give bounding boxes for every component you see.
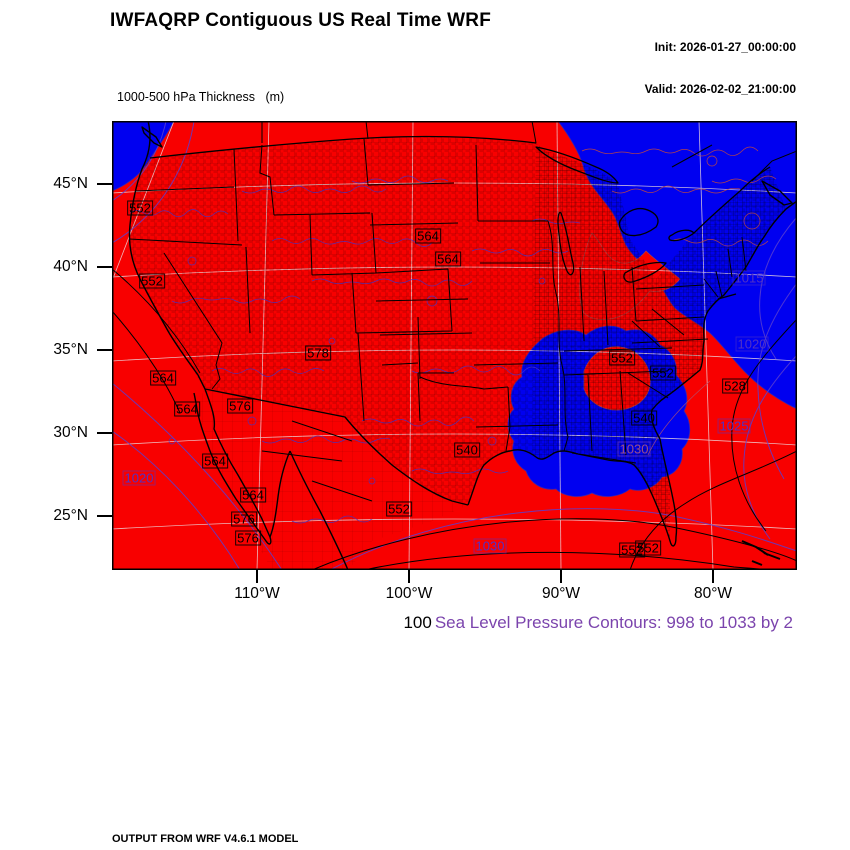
contour-label: 1030 — [473, 538, 507, 554]
lon-label-110w: 110°W — [234, 585, 280, 602]
contour-label: 1025 — [717, 418, 751, 434]
borders-lakes — [149, 135, 771, 283]
footer-model: OUTPUT FROM WRF V4.6.1 MODEL — [112, 833, 299, 845]
contour-label-layer: 552 552 564 564 578 564 564 576 564 564 576 576 552 5… — [112, 121, 797, 570]
lon-tick — [560, 570, 562, 583]
lat-tick — [97, 349, 112, 351]
contour-label: 564 — [415, 228, 441, 244]
contour-label: 552 — [127, 200, 153, 216]
contour-label: 564 — [435, 251, 461, 267]
valid-time: Valid: 2026-02-02_21:00:00 — [644, 82, 796, 96]
coastline — [128, 121, 797, 570]
contour-label: 1020 — [735, 336, 769, 352]
lat-label-40n: 40°N — [53, 258, 88, 275]
contour-label: 578 — [305, 345, 331, 361]
contour-label: 552 — [650, 365, 676, 381]
contour-label: 564 — [150, 370, 176, 386]
contour-label: 564 — [174, 401, 200, 417]
lon-tick — [712, 570, 714, 583]
contour-label: 576 — [235, 530, 261, 546]
contour-label: 552 — [139, 273, 165, 289]
lat-label-25n: 25°N — [53, 507, 88, 524]
contour-label: 540 — [631, 410, 657, 426]
contour-label: 552 — [635, 540, 661, 556]
lon-tick — [256, 570, 258, 583]
lat-tick — [97, 266, 112, 268]
lat-label-30n: 30°N — [53, 424, 88, 441]
annotation-text: Sea Level Pressure Contours: 998 to 1033… — [434, 613, 793, 632]
lon-tick — [408, 570, 410, 583]
lat-label-45n: 45°N — [53, 175, 88, 192]
contour-label: 576 — [231, 511, 257, 527]
contour-label: 576 — [227, 398, 253, 414]
run-times: Init: 2026-01-27_00:00:00 Valid: 2026-02… — [645, 12, 796, 124]
lat-tick — [97, 515, 112, 517]
lat-tick — [97, 432, 112, 434]
lat-label-35n: 35°N — [53, 341, 88, 358]
contour-label: 564 — [202, 453, 228, 469]
contour-label: 528 — [722, 378, 748, 394]
map-canvas: 552 552 564 564 578 564 564 576 564 564 576 576 552 5… — [112, 121, 797, 570]
state-borders — [128, 121, 797, 502]
lon-label-100w: 100°W — [385, 585, 433, 602]
lon-label-80w: 80°W — [693, 585, 733, 602]
contour-label: 552 — [386, 501, 412, 517]
lon-label-90w: 90°W — [541, 585, 581, 602]
init-time: Init: 2026-01-27_00:00:00 — [654, 40, 796, 54]
contour-label: 540 — [454, 442, 480, 458]
contour-label: 552 — [609, 350, 635, 366]
page-title: IWFAQRP Contiguous US Real Time WRF — [110, 10, 492, 31]
annotation-prefix: 100 — [403, 613, 432, 632]
contour-label: 552 — [619, 542, 645, 558]
contour-annotation: 100 Sea Level Pressure Contours: 998 to … — [403, 613, 793, 633]
contour-label: 1015 — [732, 270, 766, 286]
model-footer: OUTPUT FROM WRF V4.6.1 MODEL WE = 580 ; … — [112, 806, 561, 850]
lat-tick — [97, 183, 112, 185]
weather-map — [112, 121, 797, 570]
contour-label: 1020 — [122, 470, 156, 486]
legend-thickness-1: 1000-500 hPa Thickness (m) — [117, 90, 285, 104]
contour-label: 564 — [240, 487, 266, 503]
contour-label: 1030 — [617, 441, 651, 457]
